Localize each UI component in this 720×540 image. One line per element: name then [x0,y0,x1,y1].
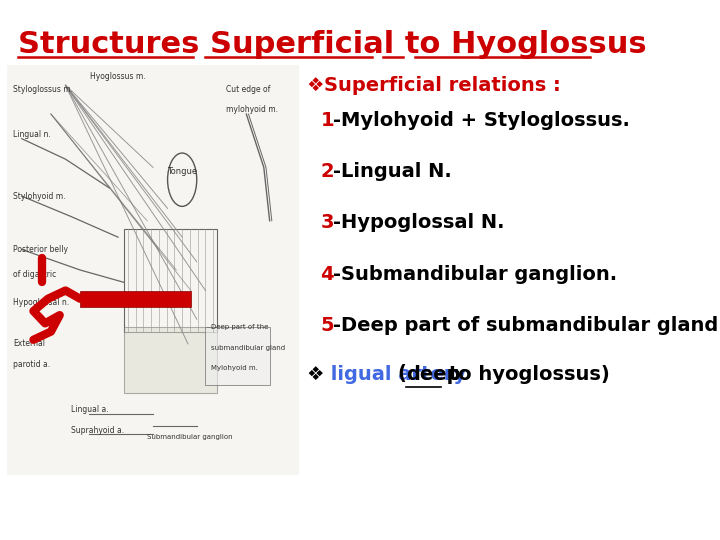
Text: to hyoglossus): to hyoglossus) [442,364,610,383]
Text: 4: 4 [320,265,334,284]
Text: 1: 1 [320,111,334,130]
Text: Deep part of the: Deep part of the [212,325,269,330]
Text: External: External [13,339,45,348]
Text: Superficial relations :: Superficial relations : [324,76,561,94]
Text: parotid a.: parotid a. [13,360,50,369]
Text: 2: 2 [320,162,334,181]
Bar [205,327,269,385]
Text: (: ( [397,364,406,383]
Text: 5: 5 [320,316,334,335]
Text: Hyoglossus m.: Hyoglossus m. [90,72,146,81]
Text: -Hypoglossal N.: -Hypoglossal N. [333,213,505,232]
Text: Posterior belly: Posterior belly [13,245,68,254]
Text: Styloglossus m.: Styloglossus m. [13,85,73,93]
Bar [124,229,217,332]
Text: -Lingual N.: -Lingual N. [333,162,452,181]
Bar [80,292,191,307]
Bar [7,65,299,475]
Text: Lingual n.: Lingual n. [13,130,51,139]
Text: 3: 3 [320,213,334,232]
Text: deep: deep [406,364,461,383]
Text: Hypoglossal n.: Hypoglossal n. [13,298,69,307]
Text: submandibular gland: submandibular gland [212,345,285,351]
Text: Mylohyoid m.: Mylohyoid m. [212,366,258,372]
Text: -Mylohyoid + Styloglossus.: -Mylohyoid + Styloglossus. [333,111,630,130]
Text: ❖: ❖ [306,76,323,94]
Text: Tongue: Tongue [167,167,197,176]
Text: Structures Superficial to Hyoglossus: Structures Superficial to Hyoglossus [18,30,647,59]
Bar [124,327,217,393]
Text: -Deep part of submandibular gland.: -Deep part of submandibular gland. [333,316,720,335]
Text: of digastric: of digastric [13,269,56,279]
Text: ligual artery: ligual artery [324,364,473,383]
Text: Cut edge of: Cut edge of [226,85,270,93]
Text: mylohyoid m.: mylohyoid m. [226,105,278,114]
Text: Lingual a.: Lingual a. [71,405,109,414]
Text: -Submandibular ganglion.: -Submandibular ganglion. [333,265,618,284]
Text: ❖: ❖ [306,364,323,383]
Text: Stylohyoid m.: Stylohyoid m. [13,192,66,201]
Text: Suprahyoid a.: Suprahyoid a. [71,426,125,435]
Text: Submandibular ganglion: Submandibular ganglion [147,434,233,440]
